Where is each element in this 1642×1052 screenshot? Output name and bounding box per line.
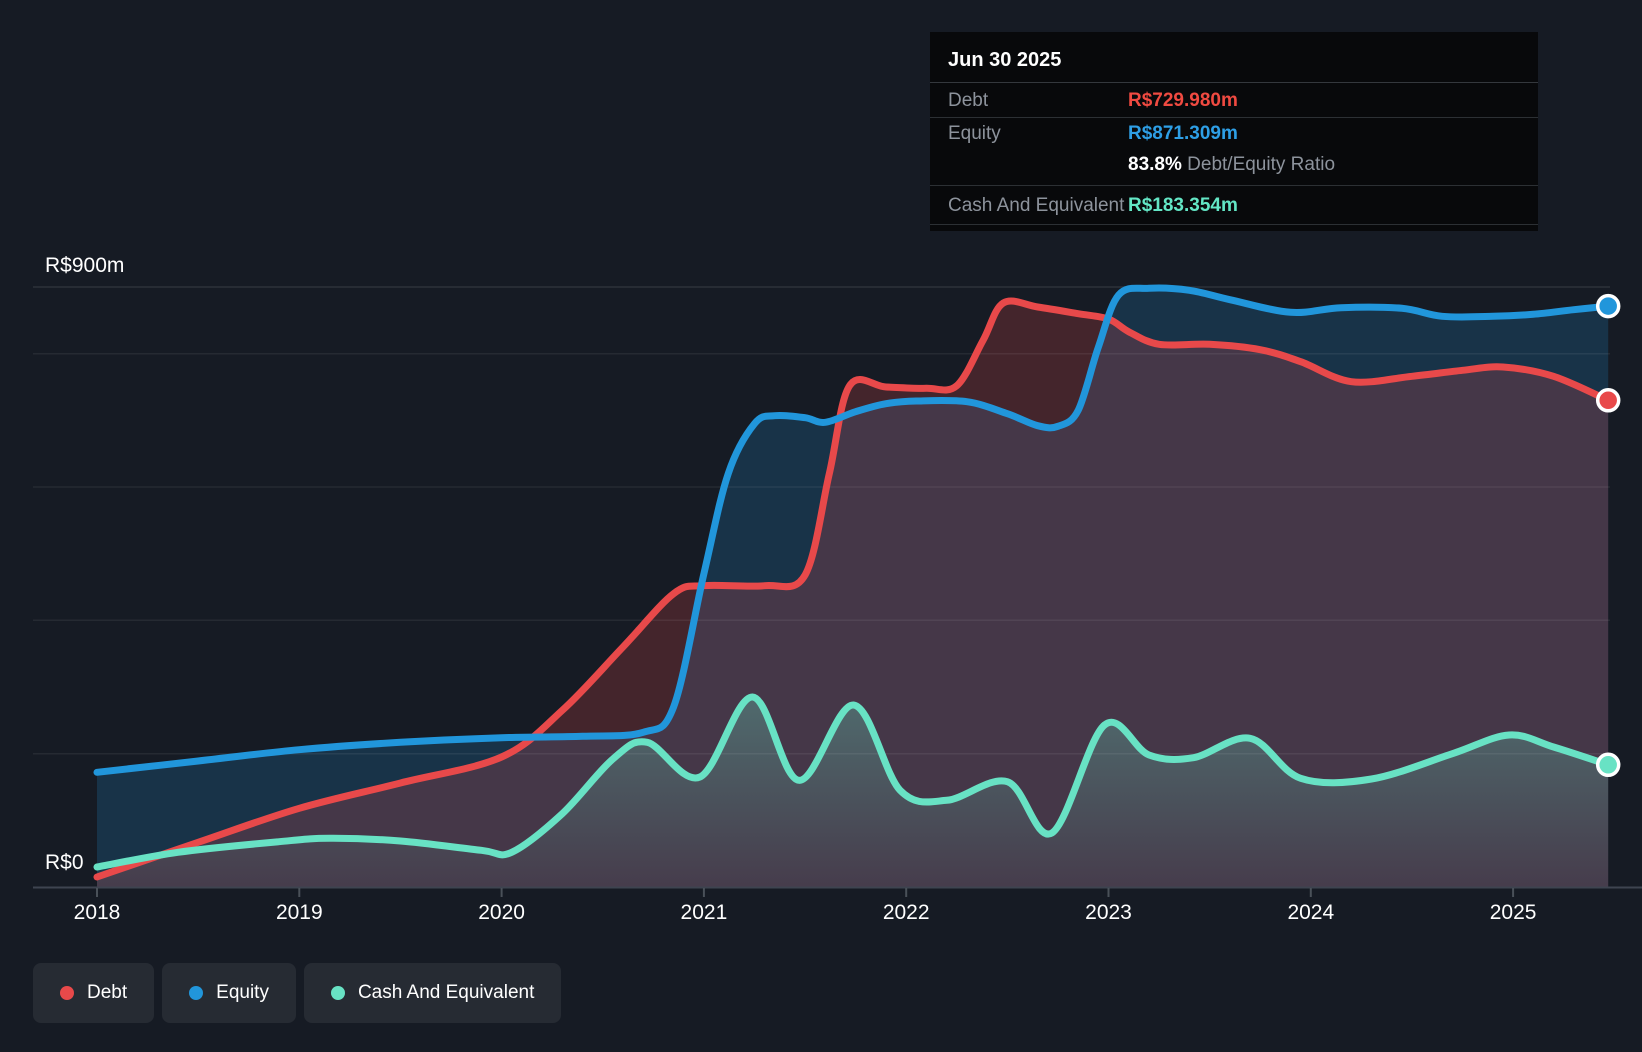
tooltip-ratio-value: 83.8% (1128, 154, 1182, 175)
tooltip-row-cash: Cash And Equivalent R$183.354m (930, 185, 1538, 225)
chart-tooltip: Jun 30 2025 Debt R$729.980m Equity R$871… (930, 32, 1538, 231)
tooltip-debt-value: R$729.980m (1128, 90, 1238, 111)
debt-endpoint-marker (1595, 388, 1621, 413)
tooltip-row-ratio: 83.8% Debt/Equity Ratio (930, 148, 1538, 185)
tooltip-equity-label: Equity (948, 123, 1001, 144)
x-axis-label-2025: 2025 (1490, 901, 1537, 924)
legend-equity-label: Equity (216, 982, 269, 1003)
legend-item-debt[interactable]: Debt (33, 963, 155, 1023)
cash-line (93, 693, 1612, 871)
equity-area-fill (97, 288, 1609, 887)
chart-legend: Debt Equity Cash And Equivalent (33, 963, 562, 1023)
equity-line (93, 284, 1612, 776)
x-axis-label-2020: 2020 (478, 901, 525, 924)
cash-and-equivalent-endpoint-marker (1595, 752, 1621, 778)
x-axis-label-2019: 2019 (276, 901, 323, 924)
equity-endpoint-marker (1595, 293, 1621, 319)
x-axis-label-2018: 2018 (74, 901, 121, 924)
tooltip-equity-value: R$871.309m (1128, 123, 1238, 144)
cash-series-dot-icon (330, 986, 345, 1000)
tooltip-cash-label: Cash And Equivalent (948, 195, 1125, 216)
x-axis-label-2022: 2022 (883, 901, 930, 924)
tooltip-ratio-label: Debt/Equity Ratio (1187, 154, 1336, 175)
x-axis-label-2021: 2021 (681, 901, 728, 924)
y-axis-max-label: R$900m (45, 254, 124, 277)
y-axis-zero-label: R$0 (45, 851, 84, 874)
tooltip-date: Jun 30 2025 (930, 32, 1538, 83)
tooltip-cash-value: R$183.354m (1128, 195, 1238, 216)
x-axis-label-2023: 2023 (1085, 901, 1132, 924)
legend-cash-label: Cash And Equivalent (357, 982, 535, 1003)
debt-line (93, 297, 1612, 881)
x-axis-label-2024: 2024 (1287, 901, 1334, 924)
legend-item-equity[interactable]: Equity (162, 963, 296, 1023)
tooltip-row-debt: Debt R$729.980m (930, 83, 1538, 117)
equity-series-dot-icon (189, 986, 204, 1000)
legend-item-cash[interactable]: Cash And Equivalent (303, 963, 562, 1023)
debt-series-dot-icon (60, 986, 74, 1000)
tooltip-debt-label: Debt (948, 90, 989, 111)
tooltip-row-equity: Equity R$871.309m (930, 117, 1538, 148)
legend-debt-label: Debt (87, 982, 128, 1003)
